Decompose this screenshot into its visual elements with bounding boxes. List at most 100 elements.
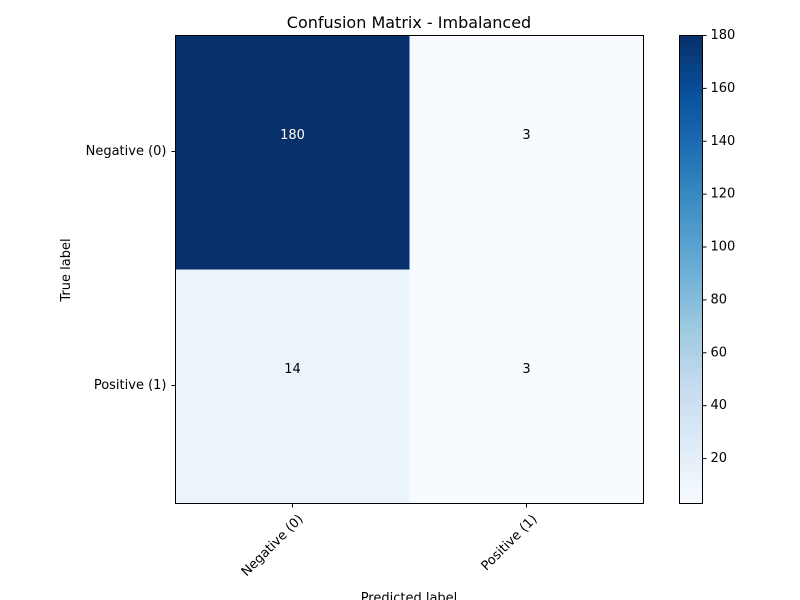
colorbar-segment (679, 409, 703, 415)
colorbar-tick-label: 120 (711, 187, 736, 202)
colorbar-tick-label: 20 (711, 451, 728, 466)
colorbar-segment (679, 468, 703, 473)
colorbar-segment (679, 203, 703, 208)
colorbar-segment (679, 425, 703, 430)
colorbar-segment (679, 273, 703, 278)
colorbar-segment (679, 242, 703, 247)
colorbar-segment (679, 390, 703, 395)
colorbar-segment (679, 250, 703, 255)
colorbar-tick-label: 180 (711, 28, 736, 43)
colorbar-segment (679, 339, 703, 345)
y-tick-label: Negative (0) (86, 144, 167, 159)
colorbar-segment (679, 484, 703, 489)
colorbar-segment (679, 125, 703, 130)
colorbar-segment (679, 47, 703, 52)
heatmap-cell (409, 269, 644, 504)
cell-value-label: 14 (284, 362, 301, 377)
colorbar-segment (679, 148, 703, 154)
colorbar-segment (679, 472, 703, 477)
colorbar-segment (679, 308, 703, 313)
colorbar-segment (679, 335, 703, 341)
colorbar-segment (679, 367, 703, 372)
colorbar-segment (679, 370, 703, 376)
colorbar-segment (679, 234, 703, 239)
colorbar-segment (679, 429, 703, 434)
colorbar-segment (679, 460, 703, 466)
heatmap-cell (175, 269, 410, 504)
colorbar-segment (679, 58, 703, 64)
colorbar-segment (679, 160, 703, 165)
colorbar-segment (679, 328, 703, 333)
colorbar-segment (679, 39, 703, 44)
colorbar-segment (679, 207, 703, 212)
colorbar-segment (679, 491, 703, 497)
colorbar-segment (679, 117, 703, 122)
colorbar-segment (679, 285, 703, 290)
colorbar-segment (679, 499, 703, 505)
colorbar-segment (679, 78, 703, 83)
colorbar-segment (679, 86, 703, 91)
colorbar-segment (679, 179, 703, 185)
colorbar-segment (679, 62, 703, 68)
colorbar-segment (679, 277, 703, 282)
chart-title: Confusion Matrix - Imbalanced (287, 13, 531, 32)
colorbar-segment (679, 421, 703, 427)
colorbar-segment (679, 289, 703, 294)
colorbar-segment (679, 187, 703, 193)
cell-value-label: 180 (280, 128, 305, 143)
colorbar-segment (679, 246, 703, 251)
colorbar-segment (679, 355, 703, 360)
colorbar-segment (679, 433, 703, 438)
colorbar-segment (679, 300, 703, 306)
colorbar-segment (679, 417, 703, 423)
colorbar-segment (679, 378, 703, 384)
colorbar-segment (679, 343, 703, 349)
colorbar-segment (679, 238, 703, 243)
colorbar-segment (679, 359, 703, 364)
colorbar-segment (679, 464, 703, 469)
colorbar-segment (679, 195, 703, 200)
colorbar-segment (679, 105, 703, 111)
colorbar-segment (679, 448, 703, 454)
colorbar-segment (679, 222, 703, 228)
colorbar-segment (679, 398, 703, 403)
x-tick-label: Negative (0) (239, 512, 307, 580)
colorbar-segment (679, 437, 703, 442)
colorbar-segment (679, 82, 703, 87)
colorbar-segment (679, 51, 703, 56)
colorbar-segment (679, 452, 703, 458)
colorbar-segment (679, 94, 703, 99)
colorbar-segment (679, 324, 703, 329)
colorbar-segment (679, 253, 703, 259)
colorbar-segment (679, 183, 703, 189)
colorbar-segment (679, 74, 703, 79)
colorbar-segment (679, 191, 703, 196)
colorbar-segment (679, 394, 703, 399)
colorbar-segment (679, 363, 703, 368)
colorbar-segment (679, 495, 703, 501)
cell-value-label: 3 (522, 362, 530, 377)
colorbar-segment (679, 214, 703, 220)
colorbar-segment (679, 172, 703, 177)
colorbar-segment (679, 168, 703, 173)
colorbar-segment (679, 402, 703, 407)
colorbar-segment (679, 113, 703, 118)
colorbar-segment (679, 476, 703, 481)
colorbar-segment (679, 43, 703, 48)
y-tick-label: Positive (1) (94, 378, 167, 393)
colorbar-segment (679, 406, 703, 411)
cell-value-label: 3 (522, 128, 530, 143)
colorbar-segment (679, 226, 703, 232)
colorbar-segment (679, 347, 703, 352)
colorbar-segment (679, 218, 703, 224)
colorbar-segment (679, 265, 703, 271)
colorbar-segment (679, 304, 703, 310)
colorbar-segment (679, 97, 703, 103)
colorbar-segment (679, 257, 703, 263)
colorbar-segment (679, 296, 703, 302)
colorbar-segment (679, 211, 703, 216)
colorbar-segment (679, 35, 703, 40)
colorbar-segment (679, 374, 703, 380)
colorbar-segment (679, 316, 703, 321)
colorbar-segment (679, 351, 703, 356)
